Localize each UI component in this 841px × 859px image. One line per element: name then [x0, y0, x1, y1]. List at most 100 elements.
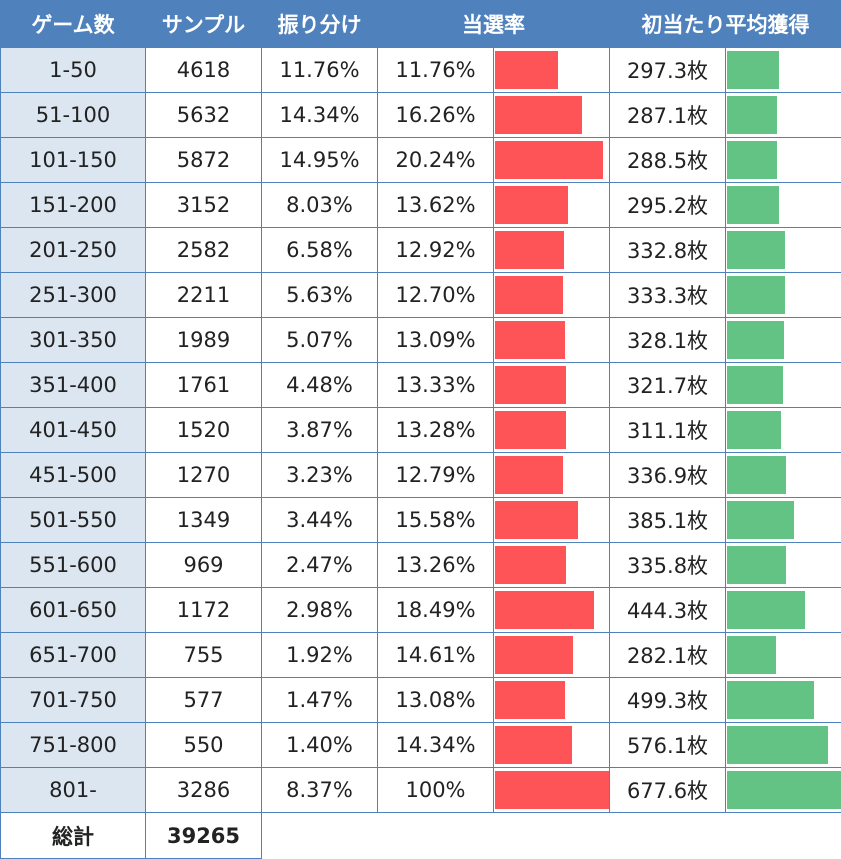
rate-bar: [495, 96, 582, 134]
avg-cell: 385.1枚: [609, 497, 726, 543]
header-cell: ゲーム数: [0, 0, 146, 48]
avg-cell: 677.6枚: [609, 767, 726, 813]
share-cell: 14.95%: [261, 137, 378, 183]
avg-bar-cell: [725, 362, 841, 408]
total-label: 総計: [0, 812, 146, 859]
sample-cell: 2582: [145, 227, 262, 273]
sample-cell: 969: [145, 542, 262, 588]
avg-bar: [727, 186, 779, 224]
share-cell: 8.37%: [261, 767, 378, 813]
header-cell: 振り分け: [261, 0, 378, 48]
range-cell: 601-650: [0, 587, 146, 633]
avg-bar-cell: [725, 497, 841, 543]
rate-cell: 12.79%: [377, 452, 494, 498]
sample-cell: 3152: [145, 182, 262, 228]
rate-cell: 13.09%: [377, 317, 494, 363]
avg-bar: [727, 591, 805, 629]
range-cell: 651-700: [0, 632, 146, 678]
avg-bar: [727, 276, 786, 314]
range-cell: 801-: [0, 767, 146, 813]
avg-bar: [727, 231, 786, 269]
rate-bar: [495, 186, 568, 224]
range-cell: 51-100: [0, 92, 146, 138]
range-cell: 251-300: [0, 272, 146, 318]
avg-bar: [727, 51, 780, 89]
avg-bar-cell: [725, 722, 841, 768]
rate-bar-cell: [493, 317, 610, 363]
range-cell: 401-450: [0, 407, 146, 453]
avg-bar: [727, 726, 828, 764]
share-cell: 2.47%: [261, 542, 378, 588]
range-cell: 551-600: [0, 542, 146, 588]
avg-bar: [727, 546, 786, 584]
avg-cell: 499.3枚: [609, 677, 726, 723]
rate-cell: 12.70%: [377, 272, 494, 318]
range-cell: 201-250: [0, 227, 146, 273]
avg-bar-cell: [725, 227, 841, 273]
rate-cell: 13.26%: [377, 542, 494, 588]
sample-cell: 5872: [145, 137, 262, 183]
rate-cell: 13.62%: [377, 182, 494, 228]
avg-cell: 311.1枚: [609, 407, 726, 453]
share-cell: 1.40%: [261, 722, 378, 768]
avg-bar-cell: [725, 272, 841, 318]
rate-bar: [495, 636, 574, 674]
rate-bar-cell: [493, 92, 610, 138]
sample-cell: 1989: [145, 317, 262, 363]
rate-bar: [495, 546, 566, 584]
sample-cell: 5632: [145, 92, 262, 138]
header-cell: 当選率: [377, 0, 610, 48]
avg-bar-cell: [725, 587, 841, 633]
share-cell: 5.63%: [261, 272, 378, 318]
sample-cell: 4618: [145, 47, 262, 93]
avg-cell: 282.1枚: [609, 632, 726, 678]
avg-cell: 576.1枚: [609, 722, 726, 768]
avg-bar-cell: [725, 767, 841, 813]
sample-cell: 1349: [145, 497, 262, 543]
rate-cell: 11.76%: [377, 47, 494, 93]
rate-bar-cell: [493, 227, 610, 273]
avg-bar: [727, 96, 778, 134]
range-cell: 101-150: [0, 137, 146, 183]
total-value: 39265: [145, 812, 262, 859]
rate-cell: 13.28%: [377, 407, 494, 453]
avg-bar: [727, 141, 778, 179]
avg-bar-cell: [725, 317, 841, 363]
avg-cell: 333.3枚: [609, 272, 726, 318]
rate-bar: [495, 141, 604, 179]
range-cell: 751-800: [0, 722, 146, 768]
rate-bar-cell: [493, 137, 610, 183]
avg-bar-cell: [725, 137, 841, 183]
rate-bar: [495, 321, 566, 359]
rate-cell: 100%: [377, 767, 494, 813]
sample-cell: 550: [145, 722, 262, 768]
avg-bar: [727, 771, 841, 809]
rate-bar-cell: [493, 407, 610, 453]
sample-cell: 577: [145, 677, 262, 723]
rate-bar-cell: [493, 497, 610, 543]
avg-bar-cell: [725, 92, 841, 138]
rate-bar: [495, 51, 558, 89]
avg-bar-cell: [725, 47, 841, 93]
share-cell: 11.76%: [261, 47, 378, 93]
rate-bar: [495, 771, 609, 809]
rate-bar-cell: [493, 47, 610, 93]
share-cell: 1.47%: [261, 677, 378, 723]
rate-bar-cell: [493, 632, 610, 678]
avg-bar: [727, 411, 782, 449]
share-cell: 5.07%: [261, 317, 378, 363]
rate-cell: 16.26%: [377, 92, 494, 138]
share-cell: 3.44%: [261, 497, 378, 543]
rate-bar: [495, 231, 565, 269]
range-cell: 1-50: [0, 47, 146, 93]
rate-bar: [495, 726, 572, 764]
rate-cell: 13.33%: [377, 362, 494, 408]
sample-cell: 1172: [145, 587, 262, 633]
share-cell: 6.58%: [261, 227, 378, 273]
rate-cell: 12.92%: [377, 227, 494, 273]
range-cell: 501-550: [0, 497, 146, 543]
avg-cell: 288.5枚: [609, 137, 726, 183]
rate-bar: [495, 366, 567, 404]
avg-cell: 444.3枚: [609, 587, 726, 633]
